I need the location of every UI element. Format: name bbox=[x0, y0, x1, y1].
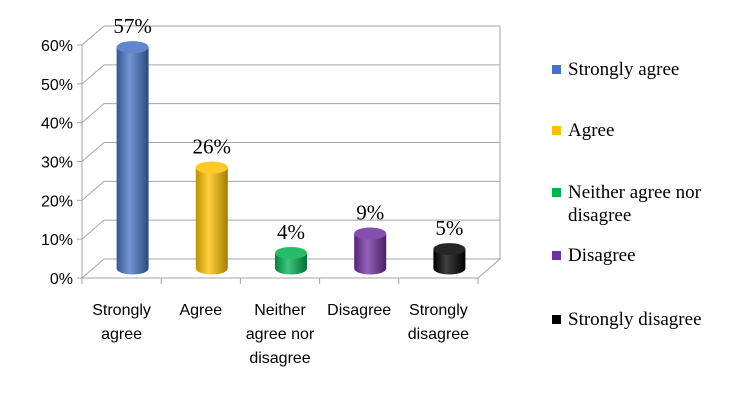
legend-item: Disagree bbox=[552, 245, 636, 266]
data-label: 57% bbox=[113, 14, 152, 38]
bar bbox=[116, 41, 149, 275]
data-label: 4% bbox=[277, 220, 305, 244]
y-tick-label: 60% bbox=[41, 38, 73, 55]
bar-body bbox=[354, 233, 387, 275]
x-category-label: Strongly agree bbox=[92, 302, 151, 343]
data-label: 9% bbox=[356, 201, 384, 225]
y-tick-label: 40% bbox=[41, 116, 73, 133]
legend-swatch bbox=[552, 65, 561, 74]
y-tick-label: 20% bbox=[41, 193, 73, 210]
legend-swatch bbox=[552, 188, 561, 197]
legend-item: Strongly disagree bbox=[552, 309, 702, 330]
legend-swatch bbox=[552, 126, 561, 135]
legend: Strongly agree Agree Neither agree nor disa… bbox=[552, 59, 702, 330]
y-tick-label: 0% bbox=[50, 271, 73, 288]
legend-item: Neither agree nor disagree bbox=[552, 182, 702, 226]
data-labels: 57% 26% 4% 9% 5% bbox=[113, 14, 463, 244]
bar-body bbox=[116, 47, 149, 275]
legend-swatch bbox=[552, 315, 561, 324]
bar bbox=[195, 161, 228, 275]
bars bbox=[116, 41, 466, 275]
x-category-label: Agree bbox=[179, 302, 222, 319]
data-label: 5% bbox=[435, 216, 463, 240]
y-axis-ticks: 0% 10% 20% 30% 40% 50% 60% bbox=[41, 38, 479, 288]
x-category-label: Strongly disagree bbox=[408, 302, 469, 343]
data-label: 26% bbox=[193, 135, 232, 159]
bar-body bbox=[275, 252, 307, 275]
bar-body bbox=[433, 249, 466, 275]
legend-swatch bbox=[552, 251, 561, 260]
bar bbox=[433, 243, 466, 275]
legend-label: Strongly disagree bbox=[568, 309, 702, 330]
bar-top bbox=[195, 161, 228, 174]
bar-body bbox=[195, 167, 228, 275]
legend-label: Disagree bbox=[568, 245, 636, 266]
bar-top bbox=[275, 246, 307, 259]
legend-label: Strongly agree bbox=[568, 59, 679, 80]
x-category-label: Neither agree nor disagree bbox=[246, 302, 315, 367]
bar-top bbox=[433, 243, 466, 256]
bar bbox=[354, 227, 387, 275]
legend-label: Neither agree nor disagree bbox=[568, 182, 702, 226]
gridlines bbox=[81, 25, 500, 240]
y-tick-label: 30% bbox=[41, 155, 73, 172]
x-category-label: Disagree bbox=[327, 302, 391, 319]
legend-item: Strongly agree bbox=[552, 59, 679, 80]
bar bbox=[275, 246, 307, 275]
legend-label: Agree bbox=[568, 120, 614, 141]
y-tick-label: 10% bbox=[41, 232, 73, 249]
legend-item: Agree bbox=[552, 120, 614, 141]
bar-top bbox=[116, 41, 149, 54]
bar-top bbox=[354, 227, 387, 240]
y-tick-label: 50% bbox=[41, 77, 73, 94]
x-axis-categories: Strongly agree Agree Neither agree nor disagr… bbox=[92, 302, 469, 367]
